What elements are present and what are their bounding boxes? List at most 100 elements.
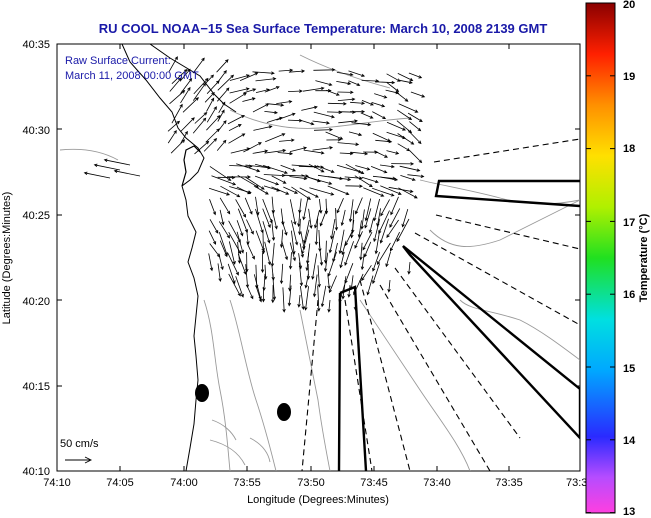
current-vector [218,101,226,114]
current-vector [264,241,272,266]
colorbar-tick-label: 18 [623,143,635,155]
current-vector [271,210,278,230]
current-vector [255,285,262,303]
current-vector [299,119,315,126]
colorbar-tick-label: 17 [623,217,635,229]
current-vector [192,117,207,134]
current-vector [205,128,220,143]
current-vector [281,240,288,261]
current-vector [355,165,371,171]
current-vector [236,163,261,173]
current-vector [206,114,221,131]
current-vector [390,231,400,252]
current-vector [266,103,285,107]
current-vector [304,286,309,311]
current-vector [252,71,275,75]
current-vector [360,112,374,119]
x-tick-label: 73:3 [566,477,587,489]
current-vector [299,187,319,198]
current-vector [336,72,354,77]
current-vector [385,251,391,268]
current-vector [373,218,381,243]
current-vector [309,187,335,196]
current-vector [386,121,407,131]
current-vector [282,287,286,313]
map-content [57,44,580,471]
current-vector [337,142,360,146]
current-vector [407,174,425,178]
current-vector [203,137,218,152]
current-vector [167,120,181,132]
current-vector [208,187,231,196]
current-vector [408,72,423,79]
current-vector [399,79,413,84]
current-vector [228,241,236,265]
current-vector [228,133,246,144]
current-vector [192,82,207,101]
current-vector [345,184,363,188]
current-vector [397,143,411,152]
current-vector [364,208,372,229]
current-vector [193,77,209,95]
current-vector [409,150,423,164]
current-vector [375,139,393,144]
current-vector [237,241,242,264]
current-vector [363,241,372,258]
current-vector [389,208,401,228]
current-vector [262,208,271,229]
current-vector [357,220,362,238]
current-vector [328,275,337,294]
current-vector [300,286,305,310]
current-vector [298,262,304,287]
current-vector [206,80,220,94]
current-vector [246,284,254,300]
current-vector [211,175,237,186]
current-vector [208,230,217,245]
current-vector [354,175,373,188]
current-vector [278,68,294,73]
current-vector [288,252,293,270]
current-vector [396,218,410,243]
current-vector [246,219,254,235]
current-vector [281,220,288,236]
buoy-marker [195,384,209,402]
current-vector [244,176,265,190]
current-vector [398,103,419,113]
current-vector [302,86,325,92]
current-vector [334,207,339,231]
current-vector [386,219,399,239]
current-vector [361,100,374,106]
current-vector [93,163,121,171]
current-vector [320,285,327,308]
current-vector [180,86,191,104]
current-vector [397,109,413,120]
current-vector [113,169,141,177]
current-vector [271,284,275,304]
current-vector [194,112,208,124]
current-vector [391,162,415,166]
current-vector [390,196,399,216]
current-vector [208,253,214,272]
current-vector [337,90,354,95]
current-vector [319,199,323,214]
current-vector [246,230,250,246]
current-vector [255,77,277,82]
current-vector [220,185,241,198]
current-vector [289,146,308,152]
radar-radial-lines [301,138,580,471]
current-vector [379,164,395,169]
current-vector [264,110,278,115]
current-vector [227,252,239,276]
current-vector [228,124,242,132]
current-vector [276,100,293,104]
current-vector [347,284,351,298]
current-vector [255,230,265,252]
current-vector [235,199,247,218]
current-vector [313,111,335,119]
colorbar-gradient [585,2,616,514]
current-vector [354,231,363,249]
current-vector [348,131,363,137]
current-vector [228,273,241,297]
current-vector [339,252,345,269]
current-vector [380,185,402,195]
